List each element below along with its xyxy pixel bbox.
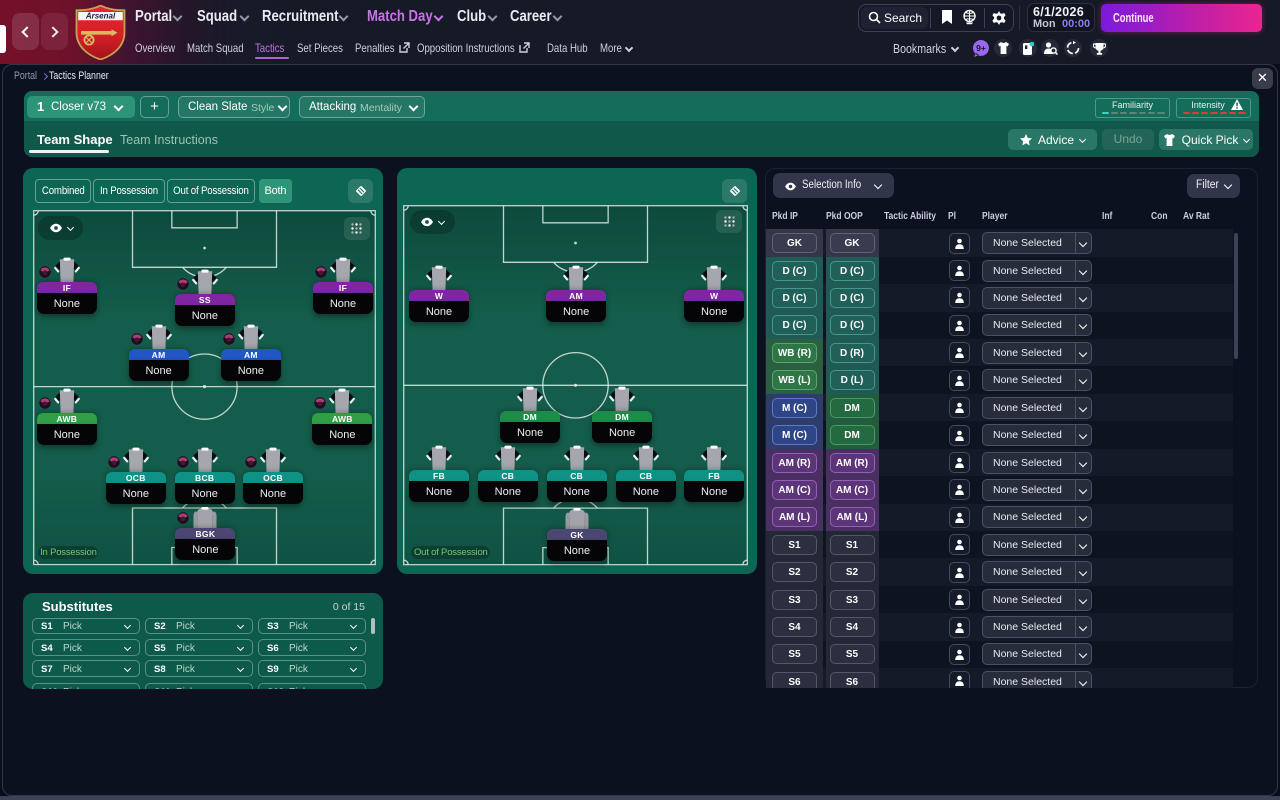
svg-text:Arsenal: Arsenal <box>85 11 116 20</box>
svg-text:9+: 9+ <box>976 43 986 53</box>
